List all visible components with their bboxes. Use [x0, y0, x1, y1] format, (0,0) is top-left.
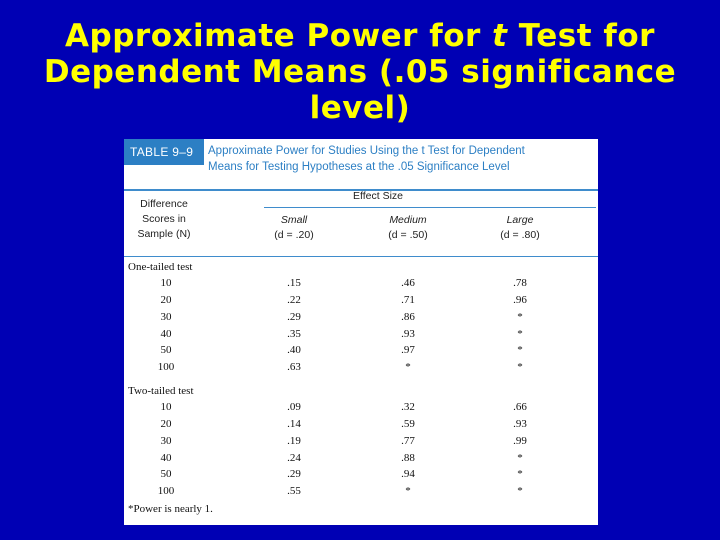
small-power-cell: .29: [287, 310, 301, 323]
small-power-cell: .15: [287, 277, 301, 290]
small-power-cell: .55: [287, 484, 301, 497]
sample-size-cell: 100: [157, 360, 175, 373]
medium-power-cell: .94: [401, 468, 415, 481]
medium-power-cell: .32: [401, 401, 415, 414]
table-header: TABLE 9–9 Approximate Power for Studies …: [124, 139, 598, 191]
medium-power-cell: *: [405, 484, 411, 497]
table-image-panel: TABLE 9–9 Approximate Power for Studies …: [124, 139, 598, 525]
small-power-cell: .09: [287, 401, 301, 414]
sample-size-cell: 40: [160, 327, 172, 340]
small-power-cell: .40: [287, 344, 301, 357]
large-power-cell: .99: [513, 434, 527, 447]
large-power-cell: .96: [513, 294, 527, 307]
table-row: 50 .40 .97 *: [124, 342, 598, 359]
small-effect-label: Small: [280, 214, 308, 226]
sample-size-cell: 20: [160, 418, 172, 431]
medium-power-cell: .88: [401, 451, 415, 464]
sample-size-cell: 40: [160, 451, 172, 464]
title-t-variable: t: [492, 18, 508, 54]
difference-scores-header: Difference Scores in Sample (N): [128, 197, 200, 242]
sample-size-cell: 30: [160, 434, 172, 447]
title-line-1-post: Test for: [507, 18, 655, 54]
sample-size-cell: 50: [160, 468, 172, 481]
large-power-cell: *: [517, 327, 523, 340]
large-effect-d: (d = .80): [500, 229, 540, 241]
table-row: 10 .15 .46 .78: [124, 275, 598, 292]
table-row: 50 .29 .94 *: [124, 466, 598, 483]
diff-header-line-3: Sample (N): [137, 228, 191, 240]
medium-power-cell: *: [405, 360, 411, 373]
medium-power-cell: .59: [401, 418, 415, 431]
title-line-1-pre: Approximate Power for: [65, 18, 493, 54]
sample-size-cell: 50: [160, 344, 172, 357]
medium-power-cell: .97: [401, 344, 415, 357]
medium-power-cell: .71: [401, 294, 415, 307]
title-line-3: level): [309, 90, 411, 126]
large-effect-label: Large: [506, 214, 534, 226]
sample-size-cell: 10: [160, 401, 172, 414]
table-row: 40 .24 .88 *: [124, 450, 598, 467]
small-power-cell: .14: [287, 418, 301, 431]
small-effect-d: (d = .20): [274, 229, 314, 241]
title-line-2: Dependent Means (.05 significance: [43, 54, 677, 90]
table-row: 20 .14 .59 .93: [124, 416, 598, 433]
small-power-cell: .29: [287, 468, 301, 481]
table-row: 100 .63 * *: [124, 359, 598, 376]
diff-header-line-1: Difference: [140, 198, 188, 210]
large-power-cell: .66: [513, 401, 527, 414]
medium-power-cell: .46: [401, 277, 415, 290]
medium-power-cell: .77: [401, 434, 415, 447]
table-caption-line-2: Means for Testing Hypotheses at the .05 …: [208, 161, 510, 173]
section-label: One-tailed test: [128, 261, 193, 273]
large-power-cell: *: [517, 344, 523, 357]
diff-header-line-2: Scores in: [142, 213, 186, 225]
large-power-cell: *: [517, 484, 523, 497]
table-footnote: *Power is nearly 1.: [128, 503, 213, 515]
effect-size-rule: [264, 207, 596, 208]
table-caption-line-1: Approximate Power for Studies Using the …: [208, 145, 525, 157]
large-power-cell: .78: [513, 277, 527, 290]
effect-size-header: Effect Size: [353, 190, 403, 202]
small-power-cell: .19: [287, 434, 301, 447]
table-row: 100 .55 * *: [124, 483, 598, 500]
large-power-cell: *: [517, 360, 523, 373]
medium-effect-header: Medium (d = .50): [368, 213, 448, 243]
medium-power-cell: .93: [401, 327, 415, 340]
title-line-1: Approximate Power for t Test for: [0, 18, 720, 54]
small-effect-header: Small (d = .20): [254, 213, 334, 243]
small-power-cell: .24: [287, 451, 301, 464]
small-power-cell: .22: [287, 294, 301, 307]
table-row: 40 .35 .93 *: [124, 326, 598, 343]
sample-size-cell: 10: [160, 277, 172, 290]
medium-effect-label: Medium: [389, 214, 427, 226]
large-effect-header: Large (d = .80): [480, 213, 560, 243]
table-row: 10 .09 .32 .66: [124, 399, 598, 416]
section-label: Two-tailed test: [128, 385, 194, 397]
small-power-cell: .35: [287, 327, 301, 340]
sample-size-cell: 100: [157, 484, 175, 497]
large-power-cell: .93: [513, 418, 527, 431]
large-power-cell: *: [517, 310, 523, 323]
large-power-cell: *: [517, 468, 523, 481]
table-row: 20 .22 .71 .96: [124, 292, 598, 309]
table-row: 30 .29 .86 *: [124, 309, 598, 326]
table-row: 30 .19 .77 .99: [124, 433, 598, 450]
header-rule: [124, 256, 598, 257]
sample-size-cell: 30: [160, 310, 172, 323]
slide-title: Approximate Power for t Test for Depende…: [0, 18, 720, 126]
medium-effect-d: (d = .50): [388, 229, 428, 241]
large-power-cell: *: [517, 451, 523, 464]
medium-power-cell: .86: [401, 310, 415, 323]
small-power-cell: .63: [287, 360, 301, 373]
sample-size-cell: 20: [160, 294, 172, 307]
table-caption: Approximate Power for Studies Using the …: [208, 143, 594, 175]
table-number-tag: TABLE 9–9: [124, 139, 204, 165]
